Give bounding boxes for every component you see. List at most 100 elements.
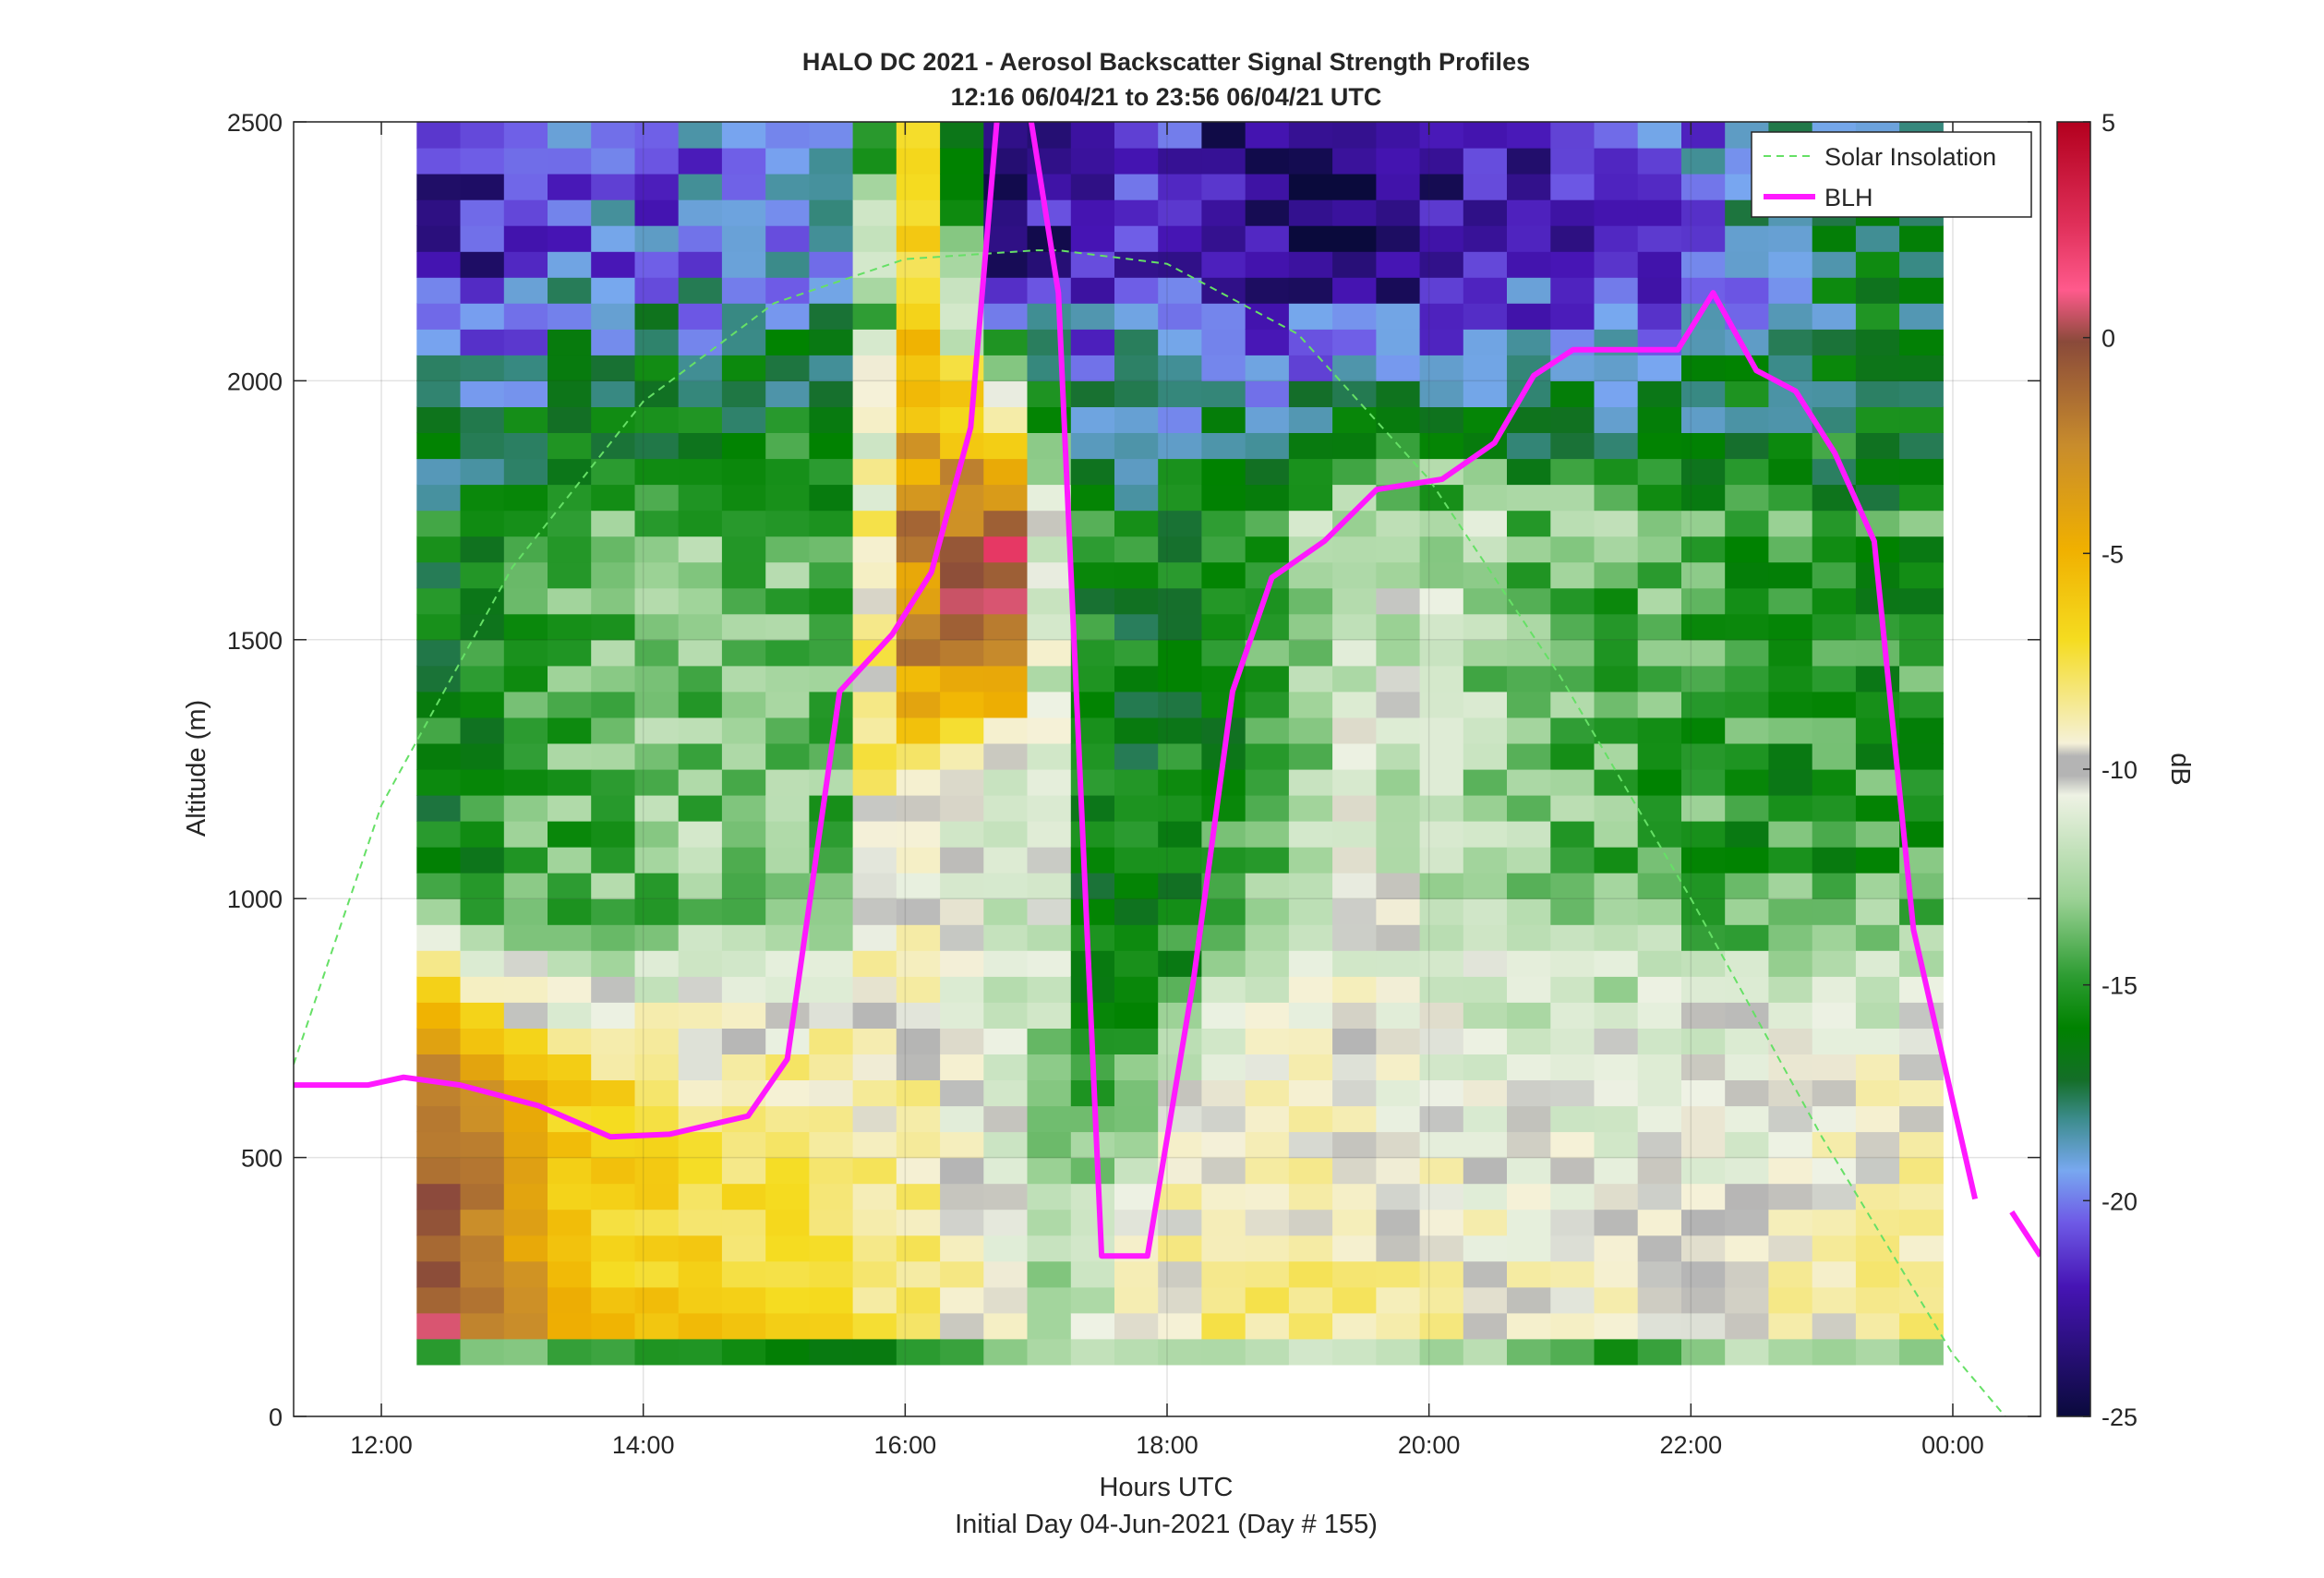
heatmap-cell	[940, 1338, 984, 1366]
heatmap-cell	[1332, 251, 1377, 278]
heatmap-cell	[1855, 1028, 1900, 1054]
heatmap-cell	[1070, 821, 1115, 848]
heatmap-cell	[1768, 536, 1813, 563]
heatmap-cell	[1201, 561, 1246, 589]
heatmap-cell	[416, 484, 462, 512]
heatmap-cell	[1332, 1002, 1377, 1029]
heatmap-cell	[503, 976, 548, 1003]
heatmap-cell	[503, 1157, 548, 1185]
heatmap-cell	[1158, 1260, 1202, 1288]
heatmap-cell	[983, 1235, 1029, 1262]
heatmap-cell	[416, 1157, 462, 1185]
y-axis-label: Altitude (m)	[182, 700, 211, 837]
heatmap-cell	[678, 821, 723, 848]
heatmap-cell	[1245, 743, 1290, 770]
heatmap-cell	[634, 1312, 680, 1340]
heatmap-cell	[591, 1312, 635, 1340]
heatmap-cell	[1201, 1002, 1246, 1029]
heatmap-cell	[1158, 432, 1202, 460]
heatmap-cell	[721, 406, 766, 433]
heatmap-cell	[1245, 406, 1290, 433]
heatmap-cell	[634, 561, 680, 589]
heatmap-cell	[852, 329, 897, 355]
heatmap-cell	[1114, 432, 1159, 460]
heatmap-cell	[721, 484, 766, 512]
heatmap-cell	[1637, 1002, 1682, 1029]
heatmap-cell	[809, 536, 854, 563]
heatmap-cell	[896, 1209, 941, 1236]
heatmap-cell	[678, 303, 723, 330]
heatmap-cell	[1201, 1028, 1246, 1054]
heatmap-cell	[1332, 277, 1377, 304]
heatmap-cell	[1768, 976, 1813, 1003]
heatmap-cell	[1594, 847, 1639, 873]
heatmap-cell	[678, 873, 723, 899]
heatmap-cell	[678, 148, 723, 175]
heatmap-cell	[1855, 665, 1900, 693]
heatmap-cell	[1855, 873, 1900, 899]
heatmap-cell	[1332, 1312, 1377, 1340]
x-tick-label: 20:00	[1398, 1431, 1461, 1459]
heatmap-cell	[1550, 1079, 1595, 1107]
heatmap-cell	[1027, 1260, 1072, 1288]
heatmap-cell	[1594, 277, 1639, 304]
heatmap-cell	[678, 277, 723, 304]
heatmap-cell	[1419, 898, 1464, 925]
heatmap-cell	[503, 1312, 548, 1340]
chart-subtitle: 12:16 06/04/21 to 23:56 06/04/21 UTC	[951, 83, 1382, 111]
heatmap-cell	[721, 1131, 766, 1159]
heatmap-cell	[983, 847, 1029, 873]
heatmap-cell	[896, 821, 941, 848]
heatmap-cell	[1158, 898, 1202, 925]
heatmap-cell	[1681, 1235, 1726, 1262]
heatmap-cell	[721, 380, 766, 407]
heatmap-cell	[1376, 769, 1421, 796]
heatmap-cell	[983, 1338, 1029, 1366]
heatmap-cell	[1855, 795, 1900, 822]
heatmap-cell	[896, 717, 941, 744]
heatmap-cell	[1507, 1338, 1551, 1366]
heatmap-cell	[1681, 1312, 1726, 1340]
heatmap-cell	[1594, 1054, 1639, 1080]
heatmap-cell	[1507, 225, 1551, 252]
heatmap-cell	[940, 1286, 984, 1314]
heatmap-cell	[1725, 795, 1769, 822]
heatmap-cell	[1376, 873, 1421, 899]
heatmap-cell	[1027, 251, 1072, 278]
heatmap-cell	[591, 251, 635, 278]
heatmap-cell	[809, 1260, 854, 1288]
heatmap-cell	[678, 1079, 723, 1107]
heatmap-cell	[1245, 691, 1290, 718]
heatmap-cell	[591, 717, 635, 744]
heatmap-cell	[460, 484, 505, 512]
heatmap-cell	[1288, 1235, 1333, 1262]
heatmap-cell	[765, 665, 810, 693]
heatmap-cell	[548, 1260, 592, 1288]
heatmap-cell	[1594, 355, 1639, 381]
heatmap-cell	[678, 380, 723, 407]
heatmap-cell	[1463, 277, 1508, 304]
heatmap-cell	[1463, 1209, 1508, 1236]
heatmap-cell	[1288, 898, 1333, 925]
heatmap-cell	[548, 639, 592, 667]
heatmap-cell	[721, 251, 766, 278]
heatmap-cell	[940, 769, 984, 796]
heatmap-cell	[1027, 1131, 1072, 1159]
heatmap-cell	[548, 1054, 592, 1080]
heatmap-cell	[1681, 484, 1726, 512]
heatmap-cell	[765, 199, 810, 226]
heatmap-cell	[1114, 174, 1159, 200]
x-axis: 12:00 14:00 16:00 18:00 20:00 22:00 00:00	[350, 122, 1984, 1459]
heatmap-cell	[1681, 225, 1726, 252]
heatmap-cell	[591, 1338, 635, 1366]
heatmap-cell	[1507, 303, 1551, 330]
heatmap-cell	[460, 277, 505, 304]
heatmap-cell	[1114, 1028, 1159, 1054]
heatmap-cell	[852, 587, 897, 615]
heatmap-cell	[591, 122, 635, 149]
heatmap-cell	[1637, 1235, 1682, 1262]
heatmap-cell	[1245, 329, 1290, 355]
heatmap-cell	[1637, 1312, 1682, 1340]
heatmap-cell	[721, 1028, 766, 1054]
heatmap-cell	[983, 873, 1029, 899]
